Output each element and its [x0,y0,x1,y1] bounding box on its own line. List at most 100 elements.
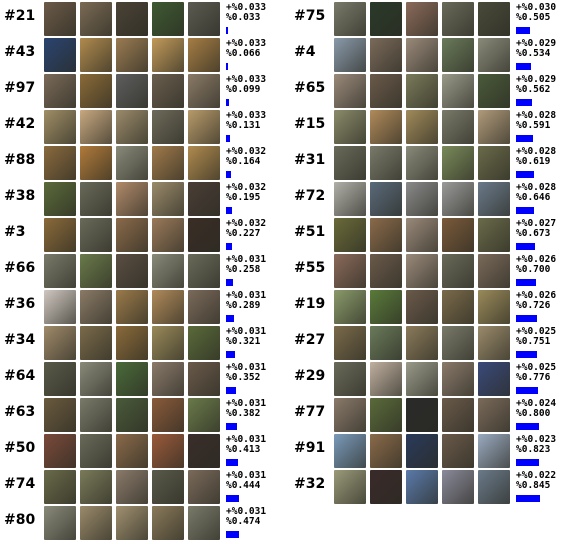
thumbnail-image [478,146,510,180]
thumbnail-image [116,2,148,36]
class-row: #97 +%0.033 %0.099 [0,74,290,110]
thumbnail-image [188,506,220,540]
cumulative-bar [226,63,228,70]
increment-value: +%0.031 [226,254,267,265]
thumbnail-image [442,218,474,252]
thumbnail-image [334,434,366,468]
cumulative-value: %0.066 [226,48,261,59]
class-row: #50 +%0.031 %0.413 [0,434,290,470]
thumbnail-image [478,74,510,108]
thumbnail-image [116,254,148,288]
class-row: #32 +%0.022 %0.845 [290,470,576,506]
increment-value: +%0.031 [226,326,267,337]
class-rank-label: #3 [4,224,26,240]
cumulative-value: %0.562 [516,84,551,95]
class-rank-label: #21 [4,8,36,24]
thumbnail-image [442,146,474,180]
cumulative-bar [516,351,537,358]
stats: +%0.032 %0.227 [226,219,288,250]
stats: +%0.033 %0.131 [226,110,288,142]
thumbnail-image [334,470,366,504]
thumbnail-image [44,326,76,360]
thumbnail-image [44,2,76,36]
thumbnail-image [152,326,184,360]
cumulative-bar [226,279,233,286]
thumbnail-image [188,254,220,288]
class-row: #3 +%0.032 %0.227 [0,218,290,254]
thumbnail-image [334,74,366,108]
thumbnail-image [116,326,148,360]
thumbnail-image [334,182,366,216]
cumulative-bar [516,63,531,70]
cumulative-value: %0.726 [516,300,551,311]
thumbnail-image [80,362,112,396]
thumbnail-image [406,38,438,72]
class-rank-label: #34 [4,332,36,348]
cumulative-bar [516,315,537,322]
cumulative-bar [516,99,532,106]
class-row: #29 +%0.025 %0.776 [290,362,576,398]
cumulative-value: %0.474 [226,516,261,527]
thumbnail-image [406,110,438,144]
thumbnail-image [44,218,76,252]
cumulative-value: %0.505 [516,12,551,23]
thumbnail-image [80,506,112,540]
class-rank-label: #74 [4,476,36,492]
increment-value: +%0.022 [516,470,557,481]
cumulative-value: %0.444 [226,480,261,491]
thumbnail-image [80,254,112,288]
thumbnail-image [152,38,184,72]
thumbnail-image [478,218,510,252]
thumbnail-image [478,362,510,396]
class-row: #75 +%0.030 %0.505 [290,2,576,38]
increment-value: +%0.032 [226,182,267,193]
class-rank-label: #65 [294,80,326,96]
cumulative-value: %0.227 [226,228,261,239]
stats: +%0.031 %0.444 [226,471,288,502]
cumulative-value: %0.823 [516,444,551,455]
class-row: #15 +%0.028 %0.591 [290,110,576,146]
class-row: #34 +%0.031 %0.321 [0,326,290,362]
stats: +%0.032 %0.164 [226,147,288,178]
class-row: #55 +%0.026 %0.700 [290,254,576,290]
class-rank-label: #77 [294,404,326,420]
thumbnail-image [370,254,402,288]
thumbnail-image [442,2,474,36]
thumbnail-image [406,398,438,432]
cumulative-value: %0.776 [516,372,551,383]
thumbnail-image [334,110,366,144]
thumbnail-image [152,506,184,540]
thumbnail-image [334,398,366,432]
cumulative-bar [226,459,238,466]
increment-value: +%0.026 [516,254,557,265]
thumbnail-image [406,326,438,360]
thumbnail-image [80,470,112,504]
thumbnail-image [370,74,402,108]
thumbnail-image [478,38,510,72]
increment-value: +%0.033 [226,110,267,121]
class-rank-label: #75 [294,8,326,24]
thumbnail-image [334,218,366,252]
thumbnail-image [442,182,474,216]
stats: +%0.025 %0.776 [516,363,576,394]
thumbnail-image [188,362,220,396]
cumulative-bar [226,423,237,430]
cumulative-value: %0.591 [516,120,551,131]
thumbnail-image [442,434,474,468]
thumbnail-image [188,290,220,324]
increment-value: +%0.031 [226,362,267,373]
class-row: #43 +%0.033 %0.066 [0,38,290,74]
thumbnail-image [80,326,112,360]
thumbnail-image [188,74,220,108]
increment-value: +%0.033 [226,2,267,13]
class-row: #21 +%0.033 %0.033 [0,2,290,38]
increment-value: +%0.031 [226,398,267,409]
thumbnail-image [116,434,148,468]
cumulative-value: %0.321 [226,336,261,347]
thumbnail-image [116,362,148,396]
thumbnail-image [442,110,474,144]
thumbnail-image [406,2,438,36]
cumulative-bar [516,279,536,286]
thumbnail-image [152,182,184,216]
thumbnail-image [442,398,474,432]
